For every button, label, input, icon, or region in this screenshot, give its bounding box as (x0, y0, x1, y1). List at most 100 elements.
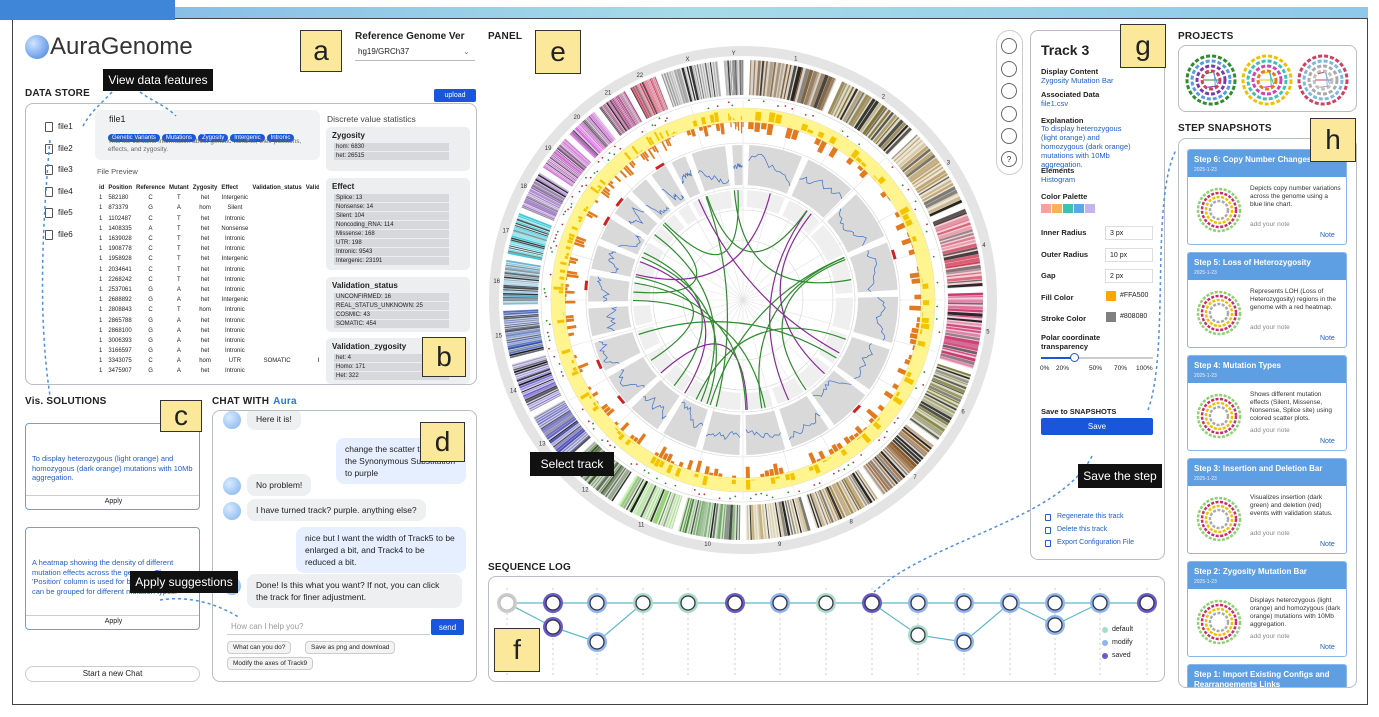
snapshot-note[interactable]: Note (1320, 232, 1335, 239)
tool-button[interactable] (1001, 83, 1017, 99)
band-stripe (673, 69, 686, 104)
ring-line (652, 209, 834, 391)
stat-bar: Het: 322 (334, 372, 449, 380)
snapshot-card[interactable]: Step 5: Loss of Heterozygosity 2025-1-23 R… (1187, 252, 1347, 348)
legend-dot (1102, 653, 1108, 659)
band-stripe (503, 286, 539, 290)
snapshot-note[interactable]: Note (1320, 541, 1335, 548)
file-name[interactable]: file4 (58, 186, 73, 196)
chat-input[interactable]: How can I help you? (227, 619, 430, 635)
file-name[interactable]: file6 (58, 229, 73, 239)
band-stripe (512, 357, 547, 369)
snapshot-card[interactable]: Step 4: Mutation Types 2025-1-23 Shows dif… (1187, 355, 1347, 451)
band-stripe (652, 489, 668, 523)
snapshot-note-input[interactable]: add your note (1250, 633, 1290, 640)
file-name[interactable]: file5 (58, 208, 73, 217)
param-input[interactable]: 3 px (1105, 226, 1153, 240)
orange-bar (816, 458, 821, 462)
orange-bar (649, 147, 652, 150)
project-ring (1312, 69, 1334, 91)
light-bar (855, 156, 863, 164)
snapshot-note-input[interactable]: add your note (1250, 221, 1290, 228)
light-bar (568, 236, 574, 241)
table-cell: A (176, 297, 181, 304)
tool-button[interactable]: ? (1001, 150, 1017, 167)
tool-button[interactable] (1001, 38, 1017, 54)
step-node-inner (1002, 595, 1018, 611)
band-stripe (544, 163, 575, 185)
snapshot-note[interactable]: Note (1320, 438, 1335, 445)
orange-bar (912, 345, 916, 351)
band-stripe (586, 117, 610, 145)
new-chat-button[interactable]: Start a new Chat (25, 666, 200, 682)
snapshot-card[interactable]: Step 6: Copy Number Changes 2025-1-23 Depi… (1187, 149, 1347, 245)
band-stripe (636, 483, 655, 517)
snapshot-note-input[interactable]: add your note (1250, 324, 1290, 331)
link (639, 261, 707, 394)
action-link[interactable]: Regenerate this track (1057, 513, 1124, 520)
snapshot-note-input[interactable]: add your note (1250, 427, 1290, 434)
reference-select[interactable]: hg19/GRCh37 ⌄ (355, 45, 475, 61)
table-cell: Silent (227, 205, 243, 212)
snapshot-card[interactable]: Step 3: Insertion and Deletion Bar 2025-1… (1187, 458, 1347, 554)
file-name[interactable]: file2 (58, 143, 73, 153)
band-stripe (767, 503, 773, 539)
tool-button[interactable] (1001, 105, 1017, 122)
band-stripe (725, 60, 729, 96)
band-stripe (535, 178, 567, 198)
band-stripe (723, 504, 729, 540)
tool-button[interactable] (1001, 60, 1017, 77)
fill-label: Fill Color (1041, 293, 1074, 302)
band-stripe (944, 254, 980, 264)
slider-handle[interactable] (1070, 353, 1079, 362)
band-stripe (947, 317, 983, 323)
band-stripe (504, 323, 540, 329)
band-stripe (769, 62, 777, 97)
panel-title: PANEL (488, 31, 523, 42)
tag: Mutations (161, 134, 196, 142)
file-name[interactable]: file3 (58, 165, 73, 174)
card-icon (34, 534, 43, 542)
scatter-dot (548, 339, 551, 342)
scatter-dot (547, 335, 550, 338)
param-input[interactable]: 10 px (1105, 247, 1153, 262)
stats-group-name: Effect (332, 182, 355, 191)
snapshot-note[interactable]: Note (1320, 644, 1335, 651)
band-stripe (807, 494, 820, 528)
scatter-dot (596, 170, 599, 173)
snapshot-card[interactable]: Step 2: Zygosity Mutation Bar 2025-1-23 Di… (1187, 561, 1347, 657)
band-stripe (574, 127, 601, 154)
scatter-dot (571, 195, 574, 198)
save-button[interactable]: Save (1041, 418, 1153, 435)
band-stripe (889, 441, 918, 468)
select-chevron: ⌄ (463, 47, 470, 56)
orange-bar (766, 123, 774, 136)
snapshot-note-input[interactable]: add your note (1250, 530, 1290, 537)
tool-button[interactable] (1001, 128, 1017, 144)
band-stripe (934, 371, 968, 386)
suggestion-chip[interactable]: Save as png and download (305, 641, 396, 654)
file-name[interactable]: file1 (58, 122, 73, 131)
snapshot-note[interactable]: Note (1320, 335, 1335, 342)
band-stripe (535, 402, 567, 422)
orange-bar (606, 408, 615, 417)
light-bar (567, 239, 573, 244)
orange-bar (711, 124, 716, 126)
apply-button[interactable]: Apply (104, 498, 123, 505)
band-stripe (796, 68, 810, 104)
band-stripe (529, 188, 562, 206)
suggestion-chip[interactable]: Modify the axes of Track9 (227, 657, 314, 670)
action-link[interactable]: Delete this track (1057, 526, 1108, 533)
snapshot-card[interactable]: Step 1: Import Existing Configs and Rear… (1187, 664, 1347, 687)
transparency-label: Polar coordinate transparency (1041, 333, 1101, 351)
upload-button[interactable]: upload (434, 89, 476, 102)
blue-line (733, 163, 743, 170)
snapshot-text: Visualizes insertion (dark green) and de… (1250, 494, 1333, 517)
send-button[interactable]: send (431, 619, 464, 635)
param-input[interactable]: 2 px (1105, 269, 1153, 283)
scatter-dot (585, 184, 588, 187)
suggestion-chip[interactable]: What can you do? (227, 641, 292, 654)
apply-button[interactable]: Apply (104, 618, 123, 625)
action-link[interactable]: Export Configuration File (1057, 539, 1135, 546)
